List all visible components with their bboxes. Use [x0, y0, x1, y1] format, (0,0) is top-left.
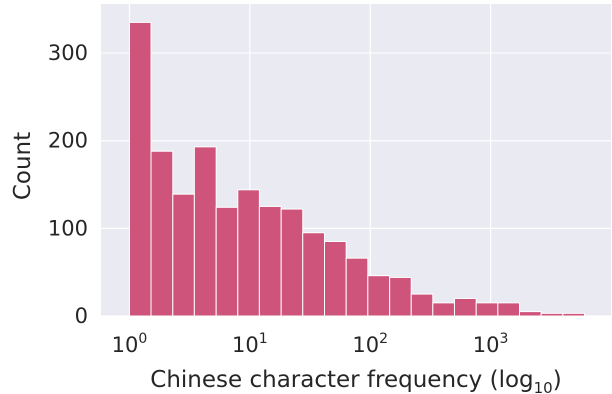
histogram-bar [389, 276, 412, 317]
histogram-bar [150, 150, 174, 317]
x-tick-label: 100 [112, 331, 148, 357]
histogram-bar [302, 232, 326, 317]
histogram-bar [367, 275, 391, 317]
histogram-bar [193, 146, 217, 317]
histogram-bar [410, 293, 434, 317]
y-tick-label: 200 [48, 129, 88, 153]
histogram-bar [128, 21, 152, 317]
histogram-bar [172, 193, 195, 317]
histogram-bar [453, 297, 477, 317]
histogram-bars [128, 21, 586, 317]
x-axis-label-main: Chinese character frequency (log [150, 367, 533, 393]
histogram-bar [324, 241, 347, 317]
histogram-bar [258, 205, 282, 317]
histogram-bar [345, 257, 369, 317]
x-axis-label: Chinese character frequency (log10) [150, 367, 561, 394]
histogram-bar [519, 311, 542, 317]
y-tick-label: 100 [48, 216, 88, 240]
histogram-bar [215, 206, 239, 317]
x-axis-label-subscript: 10 [534, 379, 553, 394]
histogram-bar [432, 302, 455, 317]
histogram-bar [237, 189, 260, 317]
x-tick-label: 101 [232, 331, 268, 357]
x-tick-label: 102 [352, 331, 388, 357]
x-axis-label-suffix: ) [553, 367, 562, 393]
y-axis-ticks: 0 100 200 300 [48, 41, 88, 328]
histogram-bar [497, 302, 521, 317]
y-tick-label: 300 [48, 41, 88, 65]
histogram-bar [280, 208, 304, 317]
y-axis-label: Count [10, 132, 36, 200]
x-tick-label: 103 [473, 331, 509, 357]
y-tick-label: 0 [75, 304, 88, 328]
x-axis-ticks: 100 101 102 103 [112, 331, 509, 357]
histogram-bar [540, 312, 564, 317]
histogram-bar [562, 312, 586, 317]
histogram-bar [475, 302, 499, 317]
